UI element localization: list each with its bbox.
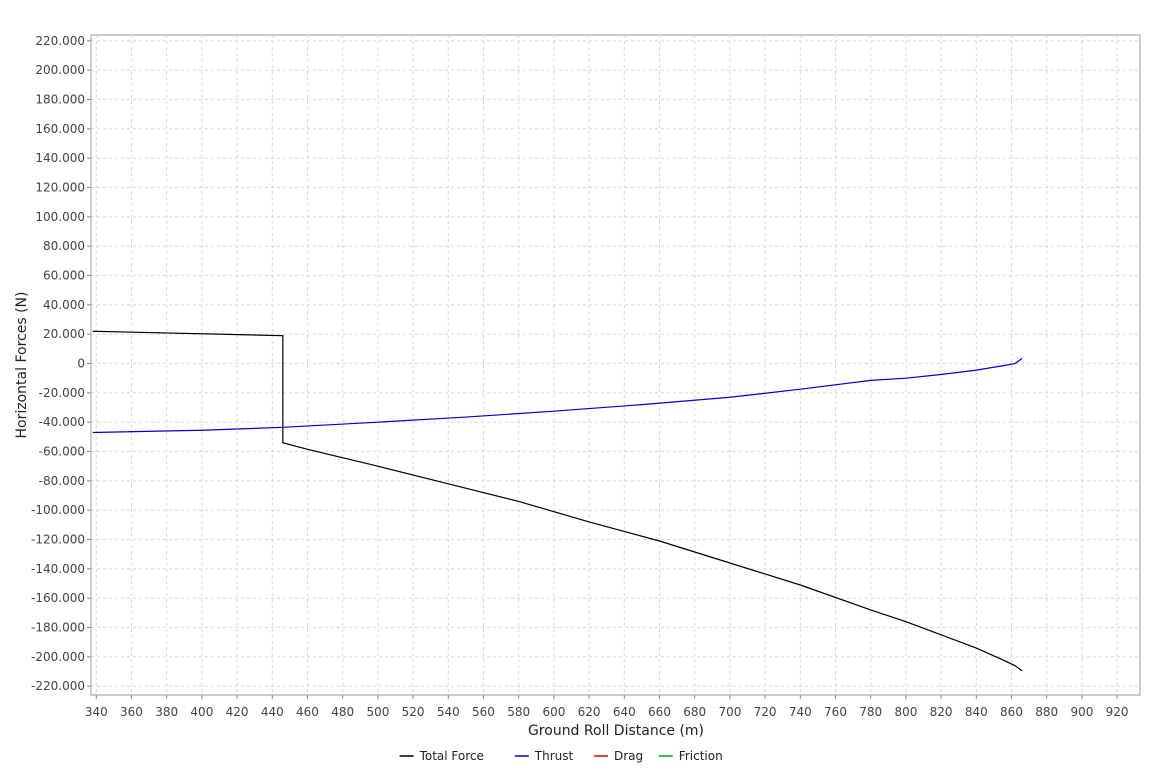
- x-tick-label: 600: [542, 705, 565, 719]
- y-tick-label: 200.000: [35, 63, 85, 77]
- y-tick-label: 40.000: [43, 298, 85, 312]
- x-tick-label: 640: [613, 705, 636, 719]
- series-group: [92, 330, 1023, 672]
- y-tick-label: -20.000: [39, 386, 85, 400]
- x-tick-label: 800: [894, 705, 917, 719]
- y-tick-label: 180.000: [35, 93, 85, 107]
- y-tick-label: 140.000: [35, 151, 85, 165]
- plot-area: [90, 34, 1141, 696]
- x-tick-label: 820: [930, 705, 953, 719]
- legend: Total Force Thrust Drag Friction: [399, 749, 723, 763]
- x-tick-label: 620: [578, 705, 601, 719]
- y-tick-label: 80.000: [43, 239, 85, 253]
- y-tick-label: -180.000: [31, 621, 85, 635]
- x-tick-label: 420: [226, 705, 249, 719]
- y-tick-label: -220.000: [31, 679, 85, 693]
- x-tick-label: 700: [718, 705, 741, 719]
- grid: [91, 35, 1140, 695]
- x-tick-label: 880: [1035, 705, 1058, 719]
- y-tick-label: -160.000: [31, 591, 85, 605]
- y-axis-title: Horizontal Forces (N): [14, 292, 30, 439]
- x-tick-label: 460: [296, 705, 319, 719]
- legend-label-friction: Friction: [679, 749, 723, 763]
- x-tick-label: 840: [965, 705, 988, 719]
- y-tick-label: 220.000: [35, 34, 85, 48]
- series-line-total-force: [92, 330, 1023, 672]
- legend-label-thrust: Thrust: [534, 749, 574, 763]
- x-tick-label: 380: [155, 705, 178, 719]
- x-tick-label: 440: [261, 705, 284, 719]
- x-tick-label: 360: [120, 705, 143, 719]
- y-tick-label: 0: [77, 357, 85, 371]
- x-tick-label: 540: [437, 705, 460, 719]
- x-tick-label: 920: [1106, 705, 1129, 719]
- x-tick-label: 860: [1000, 705, 1023, 719]
- x-tick-label: 900: [1070, 705, 1093, 719]
- legend-label-total-force: Total Force: [419, 749, 484, 763]
- x-tick-label: 480: [331, 705, 354, 719]
- y-tick-label: -100.000: [31, 503, 85, 517]
- y-tick-label: -200.000: [31, 650, 85, 664]
- x-tick-label: 580: [507, 705, 530, 719]
- x-tick-label: 400: [190, 705, 213, 719]
- y-tick-label: 100.000: [35, 210, 85, 224]
- x-tick-label: 740: [789, 705, 812, 719]
- x-axis-title: Ground Roll Distance (m): [528, 723, 704, 739]
- y-tick-label: 120.000: [35, 181, 85, 195]
- y-tick-label: 20.000: [43, 327, 85, 341]
- x-tick-label: 780: [859, 705, 882, 719]
- series-line-thrust: [92, 357, 1023, 434]
- x-tick-label: 720: [754, 705, 777, 719]
- x-tick-label: 500: [366, 705, 389, 719]
- x-tick-label: 760: [824, 705, 847, 719]
- y-tick-label: -80.000: [39, 474, 85, 488]
- x-tick-label: 560: [472, 705, 495, 719]
- y-tick-label: -140.000: [31, 562, 85, 576]
- x-tick-label: 660: [648, 705, 671, 719]
- y-tick-label: -40.000: [39, 415, 85, 429]
- x-tick-label: 520: [402, 705, 425, 719]
- y-axis-ticks: 220.000 200.000 180.000 160.000 140.000 120.0…: [31, 34, 91, 693]
- y-tick-label: 160.000: [35, 122, 85, 136]
- legend-label-drag: Drag: [614, 749, 643, 763]
- x-tick-label: 680: [683, 705, 706, 719]
- x-tick-label: 340: [85, 705, 108, 719]
- y-tick-label: 60.000: [43, 269, 85, 283]
- x-axis-ticks: 340 360 380 400 420 440 460 480 500 520 540 560 580 6…: [85, 695, 1129, 719]
- y-tick-label: -60.000: [39, 445, 85, 459]
- y-tick-label: -120.000: [31, 533, 85, 547]
